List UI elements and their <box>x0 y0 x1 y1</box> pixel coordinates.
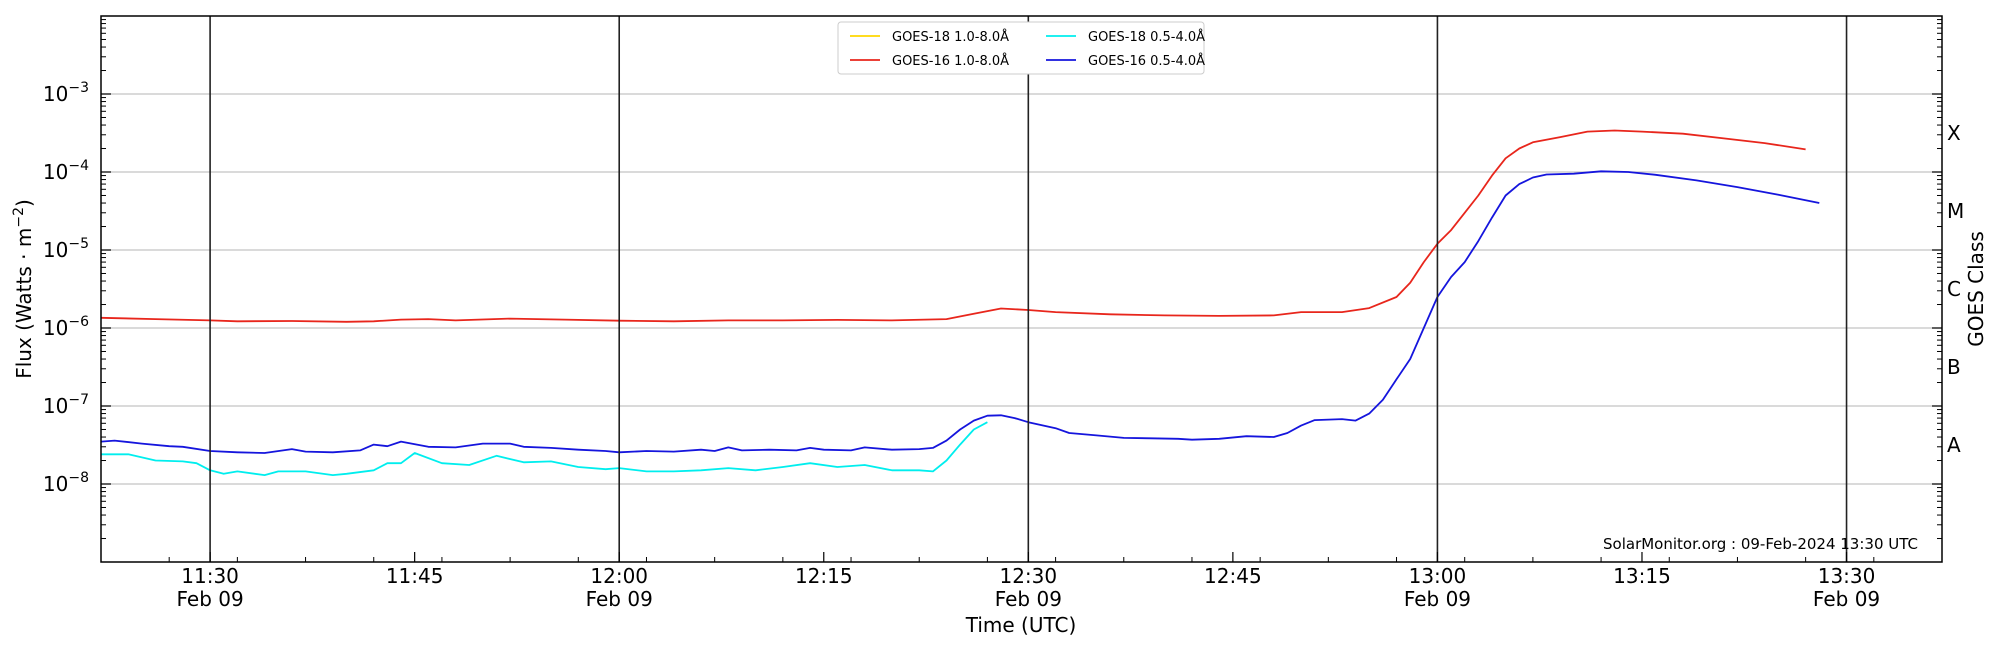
legend: GOES-18 1.0-8.0Å GOES-16 1.0-8.0Å GOES-18 … <box>837 21 1205 75</box>
x-axis-title: Time (UTC) <box>965 613 1077 637</box>
goes-class-label: B <box>1947 355 1961 379</box>
x-tick-date-label: Feb 09 <box>1404 587 1471 611</box>
y-tick-label: 10−3 <box>43 80 89 106</box>
hour-marker-lines <box>209 16 1848 562</box>
y-tick-base: 10 <box>43 238 68 262</box>
y-tick-label: 10−7 <box>43 392 89 418</box>
y-tick-base: 10 <box>43 82 68 106</box>
goes-class-label: C <box>1947 277 1961 301</box>
x-tick-date-label: Feb 09 <box>1813 587 1880 611</box>
y-tick-exponent: −6 <box>68 314 89 330</box>
right-axis-title: GOES Class <box>1964 231 1988 347</box>
legend-label: GOES-16 1.0-8.0Å <box>892 53 1009 69</box>
y-tick-exponent: −3 <box>68 80 89 96</box>
x-tick-time-label: 11:30 <box>181 564 239 588</box>
x-tick-time-label: 13:30 <box>1818 564 1876 588</box>
y-tick-exponent: −5 <box>68 236 89 252</box>
x-tick-time-label: 12:00 <box>590 564 648 588</box>
legend-label: GOES-18 0.5-4.0Å <box>1088 29 1205 45</box>
x-tick-time-label: 12:15 <box>795 564 853 588</box>
gridlines <box>101 93 1942 485</box>
y-tick-base: 10 <box>43 472 68 496</box>
series-line <box>100 170 1820 454</box>
y-tick-label: 10−6 <box>43 314 89 340</box>
y-axis-title-exponent: −2 <box>11 207 27 228</box>
y-tick-exponent: −8 <box>68 470 89 486</box>
x-tick-time-label: 13:15 <box>1613 564 1671 588</box>
y-tick-exponent: −4 <box>68 158 89 174</box>
series-lines <box>100 129 1820 477</box>
goes-class-label: M <box>1947 199 1964 223</box>
goes-class-label: X <box>1947 121 1961 145</box>
x-tick-date-label: Feb 09 <box>176 587 243 611</box>
y-tick-exponent: −7 <box>68 392 89 408</box>
x-tick-date-label: Feb 09 <box>995 587 1062 611</box>
y-tick-label: 10−4 <box>43 158 89 184</box>
y-axis-ticks: 10−810−710−610−510−410−3 <box>43 19 1942 540</box>
x-tick-time-label: 12:30 <box>999 564 1057 588</box>
y-axis-title-main: Flux (Watts · m <box>12 228 36 379</box>
goes-class-labels: A B C M X <box>1947 121 1964 457</box>
y-tick-base: 10 <box>43 394 68 418</box>
x-tick-date-label: Feb 09 <box>586 587 653 611</box>
y-axis-title-close: ) <box>12 199 36 207</box>
legend-box <box>837 21 1205 75</box>
legend-items: GOES-18 1.0-8.0Å GOES-16 1.0-8.0Å GOES-18 … <box>850 29 1205 69</box>
y-tick-base: 10 <box>43 316 68 340</box>
y-tick-label: 10−8 <box>43 470 89 496</box>
x-tick-time-label: 13:00 <box>1409 564 1467 588</box>
x-tick-time-label: 12:45 <box>1204 564 1262 588</box>
y-tick-label: 10−5 <box>43 236 89 262</box>
series-line <box>100 129 1806 323</box>
credit-text: SolarMonitor.org : 09-Feb-2024 13:30 UTC <box>1603 535 1918 553</box>
x-tick-time-label: 11:45 <box>386 564 444 588</box>
series-line <box>101 421 988 477</box>
legend-label: GOES-16 0.5-4.0Å <box>1088 53 1205 69</box>
legend-label: GOES-18 1.0-8.0Å <box>892 29 1009 45</box>
goes-class-label: A <box>1947 433 1961 457</box>
y-tick-base: 10 <box>43 160 68 184</box>
plot-frame <box>100 15 1943 563</box>
y-axis-title: Flux (Watts · m−2) <box>11 199 36 379</box>
